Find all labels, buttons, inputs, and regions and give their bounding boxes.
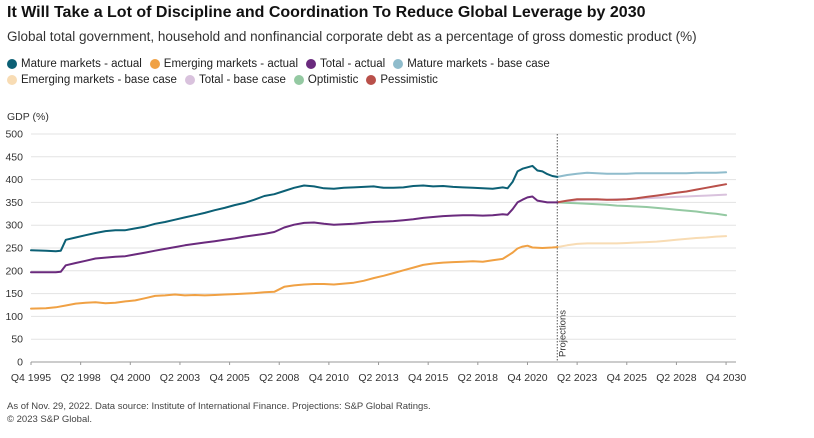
projections-label: Projections [557,310,568,357]
legend-item-mature-base: Mature markets - base case [393,58,550,70]
x-tick-label: Q4 2015 [408,372,448,384]
x-tick-label: Q4 1995 [11,372,51,384]
legend-dot [366,75,377,85]
x-tick-label: Q2 2013 [358,372,398,384]
legend-label: Total - base case [198,74,286,86]
legend-item-pessimistic: Pessimistic [366,74,438,86]
x-tick-label: Q4 2020 [507,372,547,384]
y-tick-label: 0 [17,357,23,369]
legend-label: Total - actual [320,58,386,70]
legend-label: Optimistic [307,74,359,86]
y-tick-label: 250 [5,243,23,255]
y-tick-label: 100 [5,311,23,323]
chart-subtitle: Global total government, household and n… [7,29,697,44]
x-tick-label: Q4 2010 [309,372,349,384]
y-tick-label: 350 [5,197,23,209]
x-tick-label: Q2 2018 [458,372,498,384]
legend-dot [293,75,304,85]
legend-label: Mature markets - actual [21,58,142,70]
legend-label: Emerging markets - base case [21,74,177,86]
legend-item-mature-actual: Mature markets - actual [7,58,142,70]
series-line-emerging-markets-base-case [556,235,728,249]
x-tick-label: Q2 2008 [259,372,299,384]
x-tick-label: Q4 2025 [607,372,647,384]
copyright-note: © 2023 S&P Global. [7,414,92,425]
legend-label: Mature markets - base case [407,58,550,70]
legend-dot [393,59,404,69]
x-tick-label: Q2 2003 [160,372,200,384]
legend-row-2: Emerging markets - base case Total - bas… [7,74,807,86]
legend-dot [7,59,17,69]
series-line-mature-markets-base-case [556,171,728,178]
legend-label: Pessimistic [380,74,438,86]
x-tick-label: Q2 2023 [557,372,597,384]
legend-dot [7,75,17,85]
y-tick-label: 400 [5,174,23,186]
legend-label: Emerging markets - actual [163,58,299,70]
y-tick-label: 450 [5,151,23,163]
y-tick-label: 200 [5,265,23,277]
series-line-emerging-markets-actual [30,244,559,310]
legend-item-emerging-base: Emerging markets - base case [7,74,177,86]
legend-dot [306,59,317,69]
source-note: As of Nov. 29, 2022. Data source: Instit… [7,401,431,412]
x-tick-label: Q4 2005 [209,372,249,384]
y-tick-label: 300 [5,220,23,232]
y-tick-label: 500 [5,129,23,141]
chart-title: It Will Take a Lot of Discipline and Coo… [7,4,646,21]
legend-item-emerging-actual: Emerging markets - actual [149,58,299,70]
series-line-pessimistic [556,183,728,204]
series-line-mature-markets-actual [30,164,559,253]
series-line-total-actual [30,195,559,274]
x-tick-label: Q4 2000 [110,372,150,384]
y-tick-label: 50 [11,334,23,346]
legend-dot [184,75,195,85]
y-tick-label: 150 [5,288,23,300]
x-tick-label: Q2 2028 [656,372,696,384]
x-tick-label: Q4 2030 [706,372,746,384]
x-tick-label: Q2 1998 [60,372,100,384]
series-line-optimistic [556,201,728,217]
legend-item-optimistic: Optimistic [293,74,359,86]
legend-item-total-base: Total - base case [184,74,286,86]
y-axis-title: GDP (%) [7,111,49,123]
legend-row-1: Mature markets - actual Emerging markets… [7,58,807,70]
legend-dot [149,59,160,69]
legend-item-total-actual: Total - actual [306,58,385,70]
